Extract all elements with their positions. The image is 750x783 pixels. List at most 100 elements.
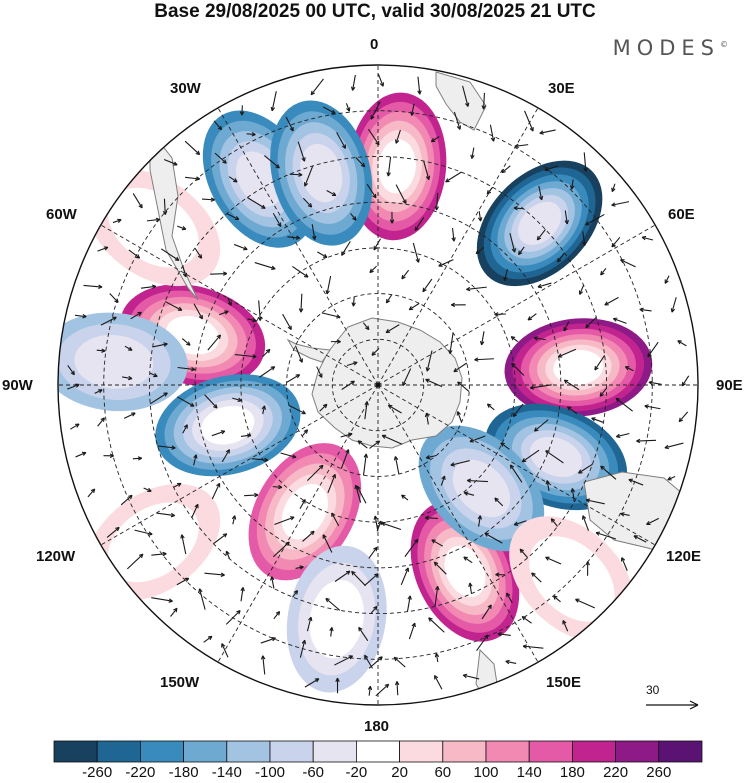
wind-arrow <box>538 185 544 201</box>
brand-mark: © <box>720 40 728 49</box>
colorbar-swatch <box>312 740 357 763</box>
wind-arrow <box>149 372 158 378</box>
wind-arrow <box>664 275 670 284</box>
wind-arrow <box>316 366 323 378</box>
wind-arrow <box>556 252 565 263</box>
wind-arrow <box>401 269 410 280</box>
wind-arrow <box>486 403 495 411</box>
wind-arrow <box>417 76 422 95</box>
wind-arrow <box>550 518 558 527</box>
wind-arrow <box>578 284 585 295</box>
wind-arrow <box>302 530 315 542</box>
wind-arrow <box>213 120 223 131</box>
wind-arrow <box>184 140 201 156</box>
wind-arrow <box>351 570 366 587</box>
colorbar-swatch <box>96 740 141 763</box>
wind-arrow <box>387 404 402 414</box>
map-title: Base 29/08/2025 00 UTC, valid 30/08/2025… <box>154 1 596 22</box>
wind-arrow <box>350 213 357 221</box>
cell-s-blue-band <box>309 579 364 659</box>
wind-arrow <box>310 78 324 96</box>
wind-arrow <box>412 242 420 263</box>
wind-arrow <box>264 155 280 169</box>
wind-arrow <box>211 430 226 437</box>
wind-arrow <box>322 106 336 114</box>
lon-label-60w: 60W <box>46 206 77 223</box>
wind-arrow <box>582 231 587 246</box>
wind-arrow <box>287 235 301 240</box>
wind-arrow <box>100 316 117 326</box>
colorbar-tick-label: -260 <box>82 764 113 781</box>
wind-arrow <box>286 374 301 383</box>
wind-arrow <box>451 228 456 242</box>
wind-arrow <box>304 678 320 688</box>
wind-arrow <box>522 644 544 649</box>
wind-arrow <box>531 572 542 583</box>
wind-arrow <box>163 158 178 166</box>
wind-arrow <box>562 620 569 632</box>
reference-vector <box>646 700 699 710</box>
wind-arrow <box>512 403 524 418</box>
wind-arrow <box>177 225 187 231</box>
wind-arrow <box>434 586 440 607</box>
wind-arrow <box>225 550 231 560</box>
wind-arrow <box>366 183 377 199</box>
wind-arrow <box>240 587 245 602</box>
wind-arrow <box>244 492 259 498</box>
wind-arrow <box>566 406 578 415</box>
wind-arrow <box>545 480 550 491</box>
wind-arrow <box>385 324 400 334</box>
wind-arrow <box>97 417 105 427</box>
wind-arrow <box>466 286 487 292</box>
wind-arrow <box>628 478 644 486</box>
wind-arrow <box>341 241 351 256</box>
graticule <box>58 65 698 705</box>
cell-n-pink-band <box>378 139 416 194</box>
wind-arrow <box>450 302 466 308</box>
cell-se-blue-band <box>452 459 511 518</box>
wind-arrow <box>213 533 228 545</box>
wind-arrow <box>177 366 196 372</box>
wind-arrow <box>448 332 454 354</box>
wind-arrow <box>201 197 215 202</box>
wind-arrow <box>600 465 617 480</box>
wind-arrow <box>433 561 447 575</box>
wind-arrow <box>578 463 593 474</box>
wind-arrow <box>510 336 519 343</box>
wind-arrow <box>299 499 306 510</box>
wind-arrow <box>517 246 525 256</box>
wind-arrow <box>563 379 580 391</box>
meridian-line <box>217 384 379 663</box>
wind-arrow <box>368 546 378 559</box>
wind-arrow <box>176 396 195 407</box>
brand-name: MODES <box>612 36 720 60</box>
wind-arrow <box>317 251 328 259</box>
wind-arrow <box>563 321 570 332</box>
wind-arrow <box>164 301 183 311</box>
wind-arrow <box>325 597 341 611</box>
wind-arrow <box>404 538 419 557</box>
wind-arrow <box>295 565 304 570</box>
wind-arrow <box>408 302 420 311</box>
wind-arrow <box>453 111 462 130</box>
wind-arrow <box>389 211 395 224</box>
wind-arrow <box>509 233 517 253</box>
colorbar-swatch <box>442 740 487 763</box>
wind-arrow <box>97 246 109 252</box>
wind-arrow <box>664 442 684 450</box>
wind-arrow <box>620 557 628 571</box>
wind-arrow <box>182 424 188 434</box>
cell-far-se-pink-band <box>529 536 615 622</box>
wind-arrow <box>151 551 167 557</box>
wind-arrow <box>356 485 367 504</box>
wind-arrow <box>228 176 238 183</box>
lon-label-150w: 150W <box>160 674 200 691</box>
wind-arrow <box>611 201 630 207</box>
wind-arrow <box>83 284 103 289</box>
wind-arrow <box>445 171 462 183</box>
wind-arrow <box>351 296 356 307</box>
wind-arrow <box>358 626 369 642</box>
wind-arrow <box>126 553 144 570</box>
wind-arrow <box>401 494 409 501</box>
wind-arrow <box>564 210 569 225</box>
